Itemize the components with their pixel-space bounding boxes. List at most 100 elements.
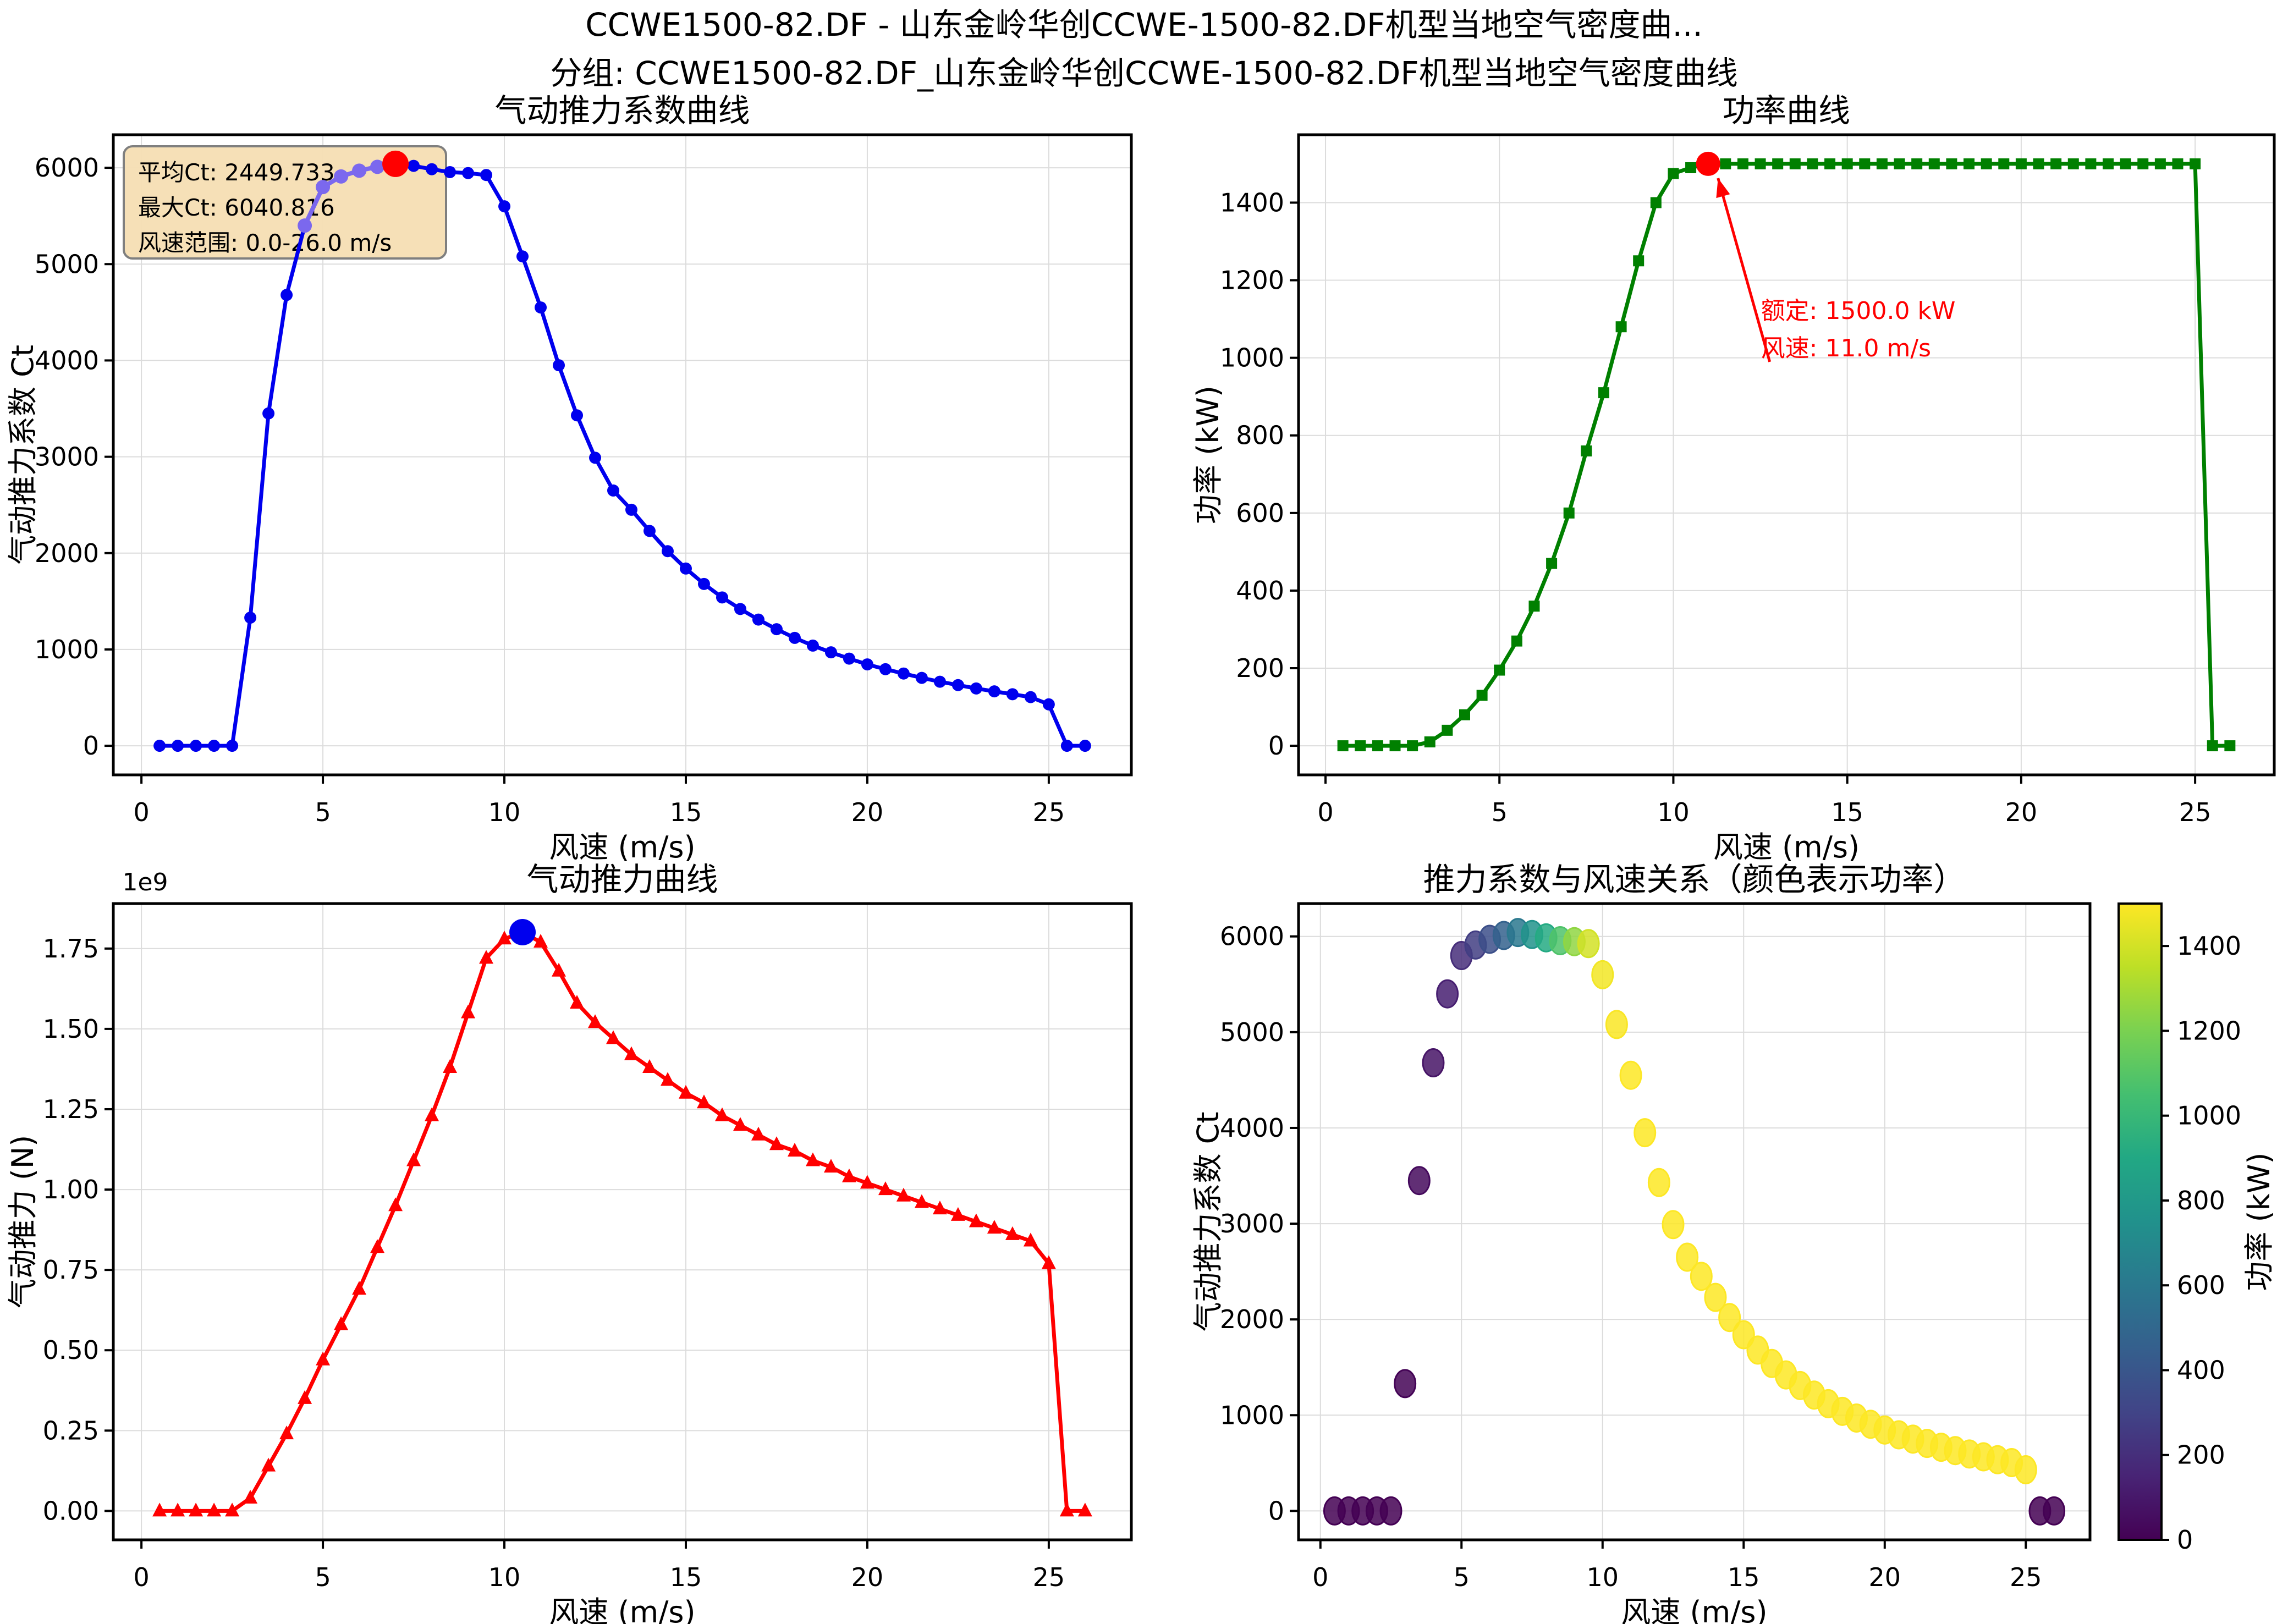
power-curve-marker: [1685, 162, 1697, 173]
power-curve-marker: [1528, 601, 1540, 612]
power-curve-marker: [2033, 158, 2044, 169]
scatter-point: [1676, 1242, 1699, 1272]
ct-coefficient-curve-marker: [553, 359, 565, 372]
ct-coefficient-curve-marker: [861, 658, 873, 671]
ct-coefficient-curve-grid: [113, 135, 1131, 775]
power-curve-xtick-label: 20: [2005, 797, 2038, 827]
power-curve-marker: [1615, 321, 1627, 333]
scatter-point: [2043, 1496, 2066, 1526]
thrust-curve-spines: [112, 902, 1133, 1542]
thrust-curve-marker: [588, 1014, 603, 1028]
power-curve-marker: [1389, 740, 1401, 752]
thrust-curve-marker: [170, 1502, 185, 1517]
thrust-curve-marker: [225, 1502, 240, 1517]
ct-coefficient-curve-marker: [1006, 688, 1019, 701]
ct-coefficient-curve-xlabel: 风速 (m/s): [549, 830, 695, 865]
thrust-curve-marker: [189, 1502, 204, 1517]
ct-coefficient-curve-marker: [208, 740, 221, 752]
ct-coefficient-curve-marker: [190, 740, 202, 752]
ct-coefficient-curve-xtick-label: 20: [851, 797, 884, 827]
thrust-curve-marker: [388, 1197, 403, 1212]
ct-coefficient-curve-marker: [571, 409, 584, 422]
power-curve-marker: [1755, 158, 1766, 169]
power-curve-xlabel: 风速 (m/s): [1713, 830, 1860, 865]
thrust-curve-marker: [443, 1059, 458, 1074]
ct-vs-wind-scatter-grid: [1299, 904, 2090, 1540]
colorbar-tick-label: 1400: [2177, 931, 2241, 961]
thrust-curve-ytick-label: 0.25: [43, 1416, 99, 1445]
ct-vs-wind-scatter-xtick-label: 20: [1869, 1562, 1901, 1592]
power-curve-ytick-label: 1000: [1220, 343, 1284, 373]
thrust-curve-marker: [769, 1136, 784, 1150]
ct-coefficient-curve-marker: [915, 671, 928, 684]
ct-vs-wind-scatter-ytick-label: 3000: [1220, 1209, 1284, 1238]
thrust-curve-marker: [1005, 1226, 1020, 1240]
ct-vs-wind-scatter-xtick-label: 10: [1586, 1562, 1619, 1592]
scatter-point: [1407, 1166, 1431, 1196]
ct-coefficient-curve-marker: [1060, 740, 1073, 752]
ct-coefficient-curve-line: [160, 162, 1085, 748]
power-curve-marker: [1476, 690, 1488, 701]
power-curve-marker: [2120, 158, 2131, 169]
ct-coefficient-curve-marker: [1042, 698, 1055, 711]
power-curve-marker: [2172, 158, 2184, 169]
power-curve-line: [1343, 162, 2230, 748]
ct-coefficient-curve-marker: [153, 740, 166, 752]
ct-coefficient-curve-marker: [607, 484, 620, 497]
power-curve-marker: [1424, 736, 1436, 748]
thrust-curve-marker: [987, 1220, 1002, 1234]
power-curve-grid: [1299, 135, 2274, 775]
rated-annotation-line: 额定: 1500.0 kW: [1761, 297, 1956, 325]
thrust-curve-xlabel: 风速 (m/s): [549, 1595, 695, 1624]
suptitle-line-2: 分组: CCWE1500-82.DF_山东金岭华创CCWE-1500-82.DF…: [550, 54, 1738, 92]
thrust-curve-marker: [552, 962, 566, 977]
ct-coefficient-curve-marker: [970, 682, 982, 695]
power-curve-marker: [2050, 158, 2062, 169]
colorbar-tick-label: 1000: [2177, 1101, 2241, 1131]
thrust-curve-marker: [678, 1084, 693, 1099]
colorbar-tick-label: 600: [2177, 1270, 2225, 1300]
colorbar-tick-label: 200: [2177, 1440, 2225, 1470]
ct-vs-wind-scatter-ylabel: 气动推力系数 Ct: [1191, 1111, 1225, 1331]
annotation-arrowhead: [1716, 178, 1730, 199]
ct-coefficient-curve-marker: [444, 166, 457, 178]
ct-coefficient-curve-ytick-label: 0: [83, 731, 99, 761]
power-curve-marker: [1876, 158, 1888, 169]
ct-coefficient-curve-ytick-label: 5000: [35, 249, 99, 279]
power-curve-xtick-label: 15: [1831, 797, 1863, 827]
scatter-point: [1422, 1048, 1445, 1078]
ct-coefficient-curve-marker: [262, 407, 275, 420]
power-curve-ytick-label: 1400: [1220, 188, 1284, 217]
power-curve-xtick-label: 25: [2179, 797, 2212, 827]
ct-coefficient-curve-marker: [716, 591, 728, 604]
scatter-point: [1662, 1210, 1685, 1240]
colorbar-tick-label: 1200: [2177, 1016, 2241, 1045]
info-box: [123, 145, 447, 260]
ct-coefficient-curve-ytick-label: 6000: [35, 153, 99, 183]
ct-coefficient-curve-xtick-label: 5: [315, 797, 331, 827]
thrust-curve-grid: [113, 904, 1131, 1540]
ct-vs-wind-scatter-ytick-label: 2000: [1220, 1304, 1284, 1334]
thrust-curve-marker: [805, 1152, 820, 1166]
thrust-curve-marker: [842, 1168, 856, 1182]
thrust-curve-marker: [1023, 1232, 1038, 1247]
power-curve-marker: [1859, 158, 1871, 169]
thrust-curve-marker: [479, 950, 494, 964]
thrust-curve-marker: [370, 1239, 385, 1253]
thrust-curve-marker: [152, 1502, 167, 1517]
scatter-point: [1394, 1369, 1417, 1399]
power-curve-ytick-label: 400: [1236, 576, 1284, 605]
panel-power-curve: 0 5 10 15 20 25 0 200 400 600 800 1000 1200 1400 额定: 1…: [1191, 92, 2276, 865]
power-curve-marker: [1789, 158, 1801, 169]
power-curve-marker: [1772, 158, 1784, 169]
ct-coefficient-curve-marker: [752, 613, 765, 626]
thrust-curve-xtick-label: 5: [315, 1562, 331, 1592]
ct-coefficient-curve-marker: [498, 200, 511, 213]
power-curve-marker: [2103, 158, 2114, 169]
ct-vs-wind-scatter-spines: [1297, 902, 2092, 1542]
ct-coefficient-curve-xtick-label: 15: [670, 797, 702, 827]
ct-coefficient-curve-ytick-label: 1000: [35, 635, 99, 664]
ct-coefficient-curve-marker: [408, 159, 420, 172]
